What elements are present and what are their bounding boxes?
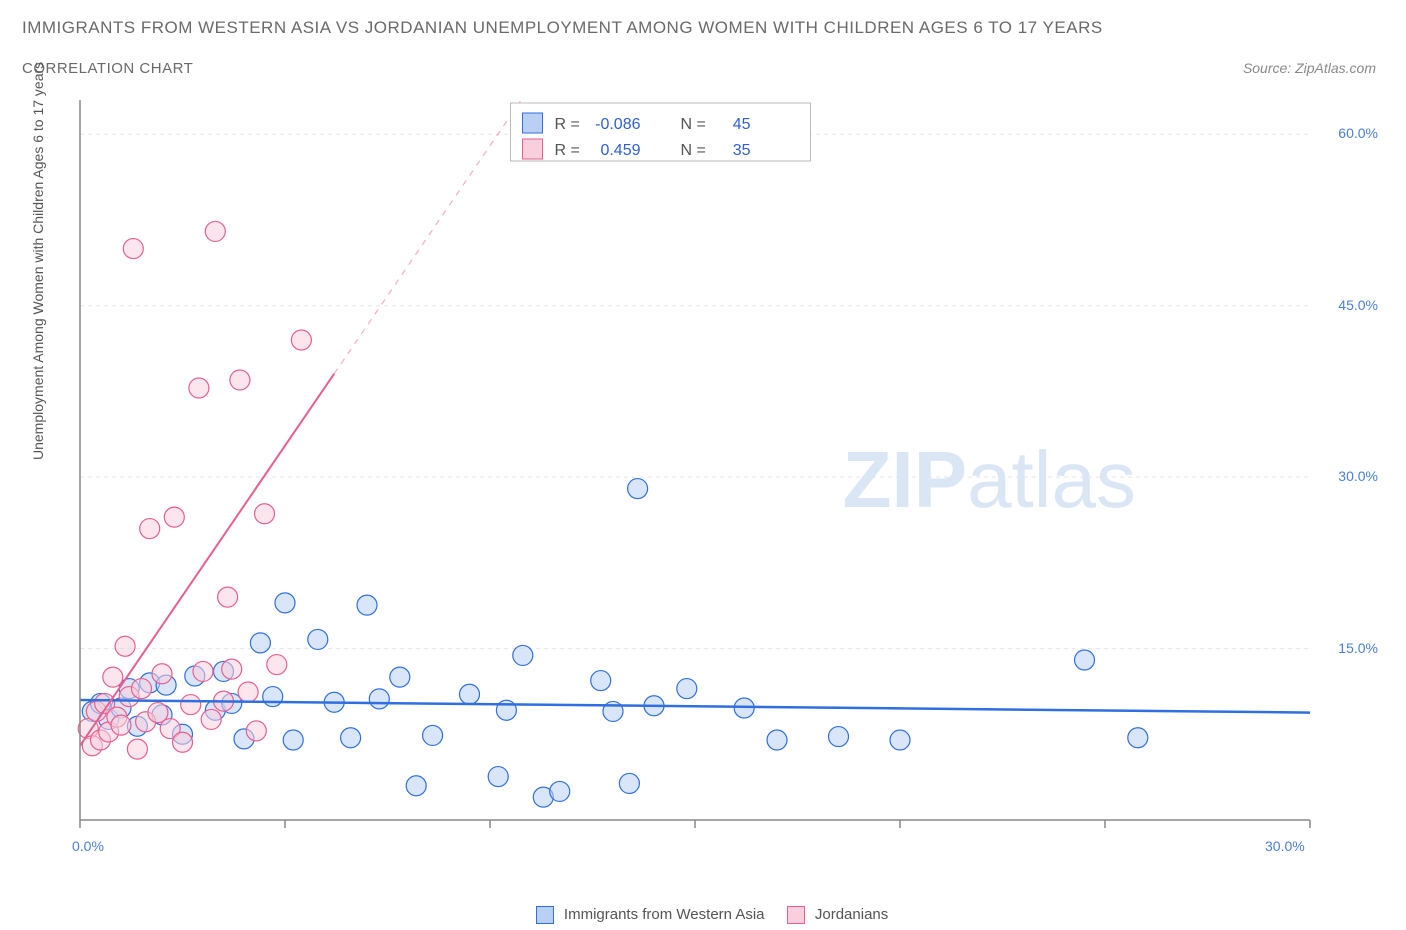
y-tick-label: 60.0% <box>1318 125 1378 141</box>
chart-area: ZIPatlas R = -0.086 N = 45 R = 0.459 N = 35 <box>70 95 1370 835</box>
source-name: ZipAtlas.com <box>1295 60 1376 76</box>
source-prefix: Source: <box>1243 60 1295 76</box>
scatter-plot: ZIPatlas R = -0.086 N = 45 R = 0.459 N = 35 <box>70 95 1370 835</box>
legend-swatch-a <box>536 906 554 924</box>
svg-text:-0.086: -0.086 <box>595 116 640 133</box>
legend-swatch-b <box>787 906 805 924</box>
y-tick-label: 15.0% <box>1318 640 1378 656</box>
chart-subtitle: CORRELATION CHART <box>22 60 193 77</box>
source-attribution: Source: ZipAtlas.com <box>1243 60 1376 76</box>
chart-title: IMMIGRANTS FROM WESTERN ASIA VS JORDANIA… <box>22 18 1103 38</box>
svg-text:R =: R = <box>555 116 580 133</box>
svg-text:35: 35 <box>733 142 751 159</box>
bottom-legend: Immigrants from Western Asia Jordanians <box>0 906 1406 924</box>
x-tick-label: 0.0% <box>72 838 104 854</box>
y-tick-label: 45.0% <box>1318 297 1378 313</box>
svg-text:ZIPatlas: ZIPatlas <box>843 435 1136 524</box>
svg-text:0.459: 0.459 <box>600 142 640 159</box>
legend-label-b: Jordanians <box>815 906 888 923</box>
y-axis-label: Unemployment Among Women with Children A… <box>30 62 46 460</box>
svg-text:N =: N = <box>681 142 706 159</box>
svg-text:N =: N = <box>681 116 706 133</box>
legend-label-a: Immigrants from Western Asia <box>564 906 765 923</box>
svg-text:45: 45 <box>733 116 751 133</box>
svg-text:R =: R = <box>555 142 580 159</box>
y-tick-label: 30.0% <box>1318 468 1378 484</box>
x-tick-label: 30.0% <box>1265 838 1305 854</box>
